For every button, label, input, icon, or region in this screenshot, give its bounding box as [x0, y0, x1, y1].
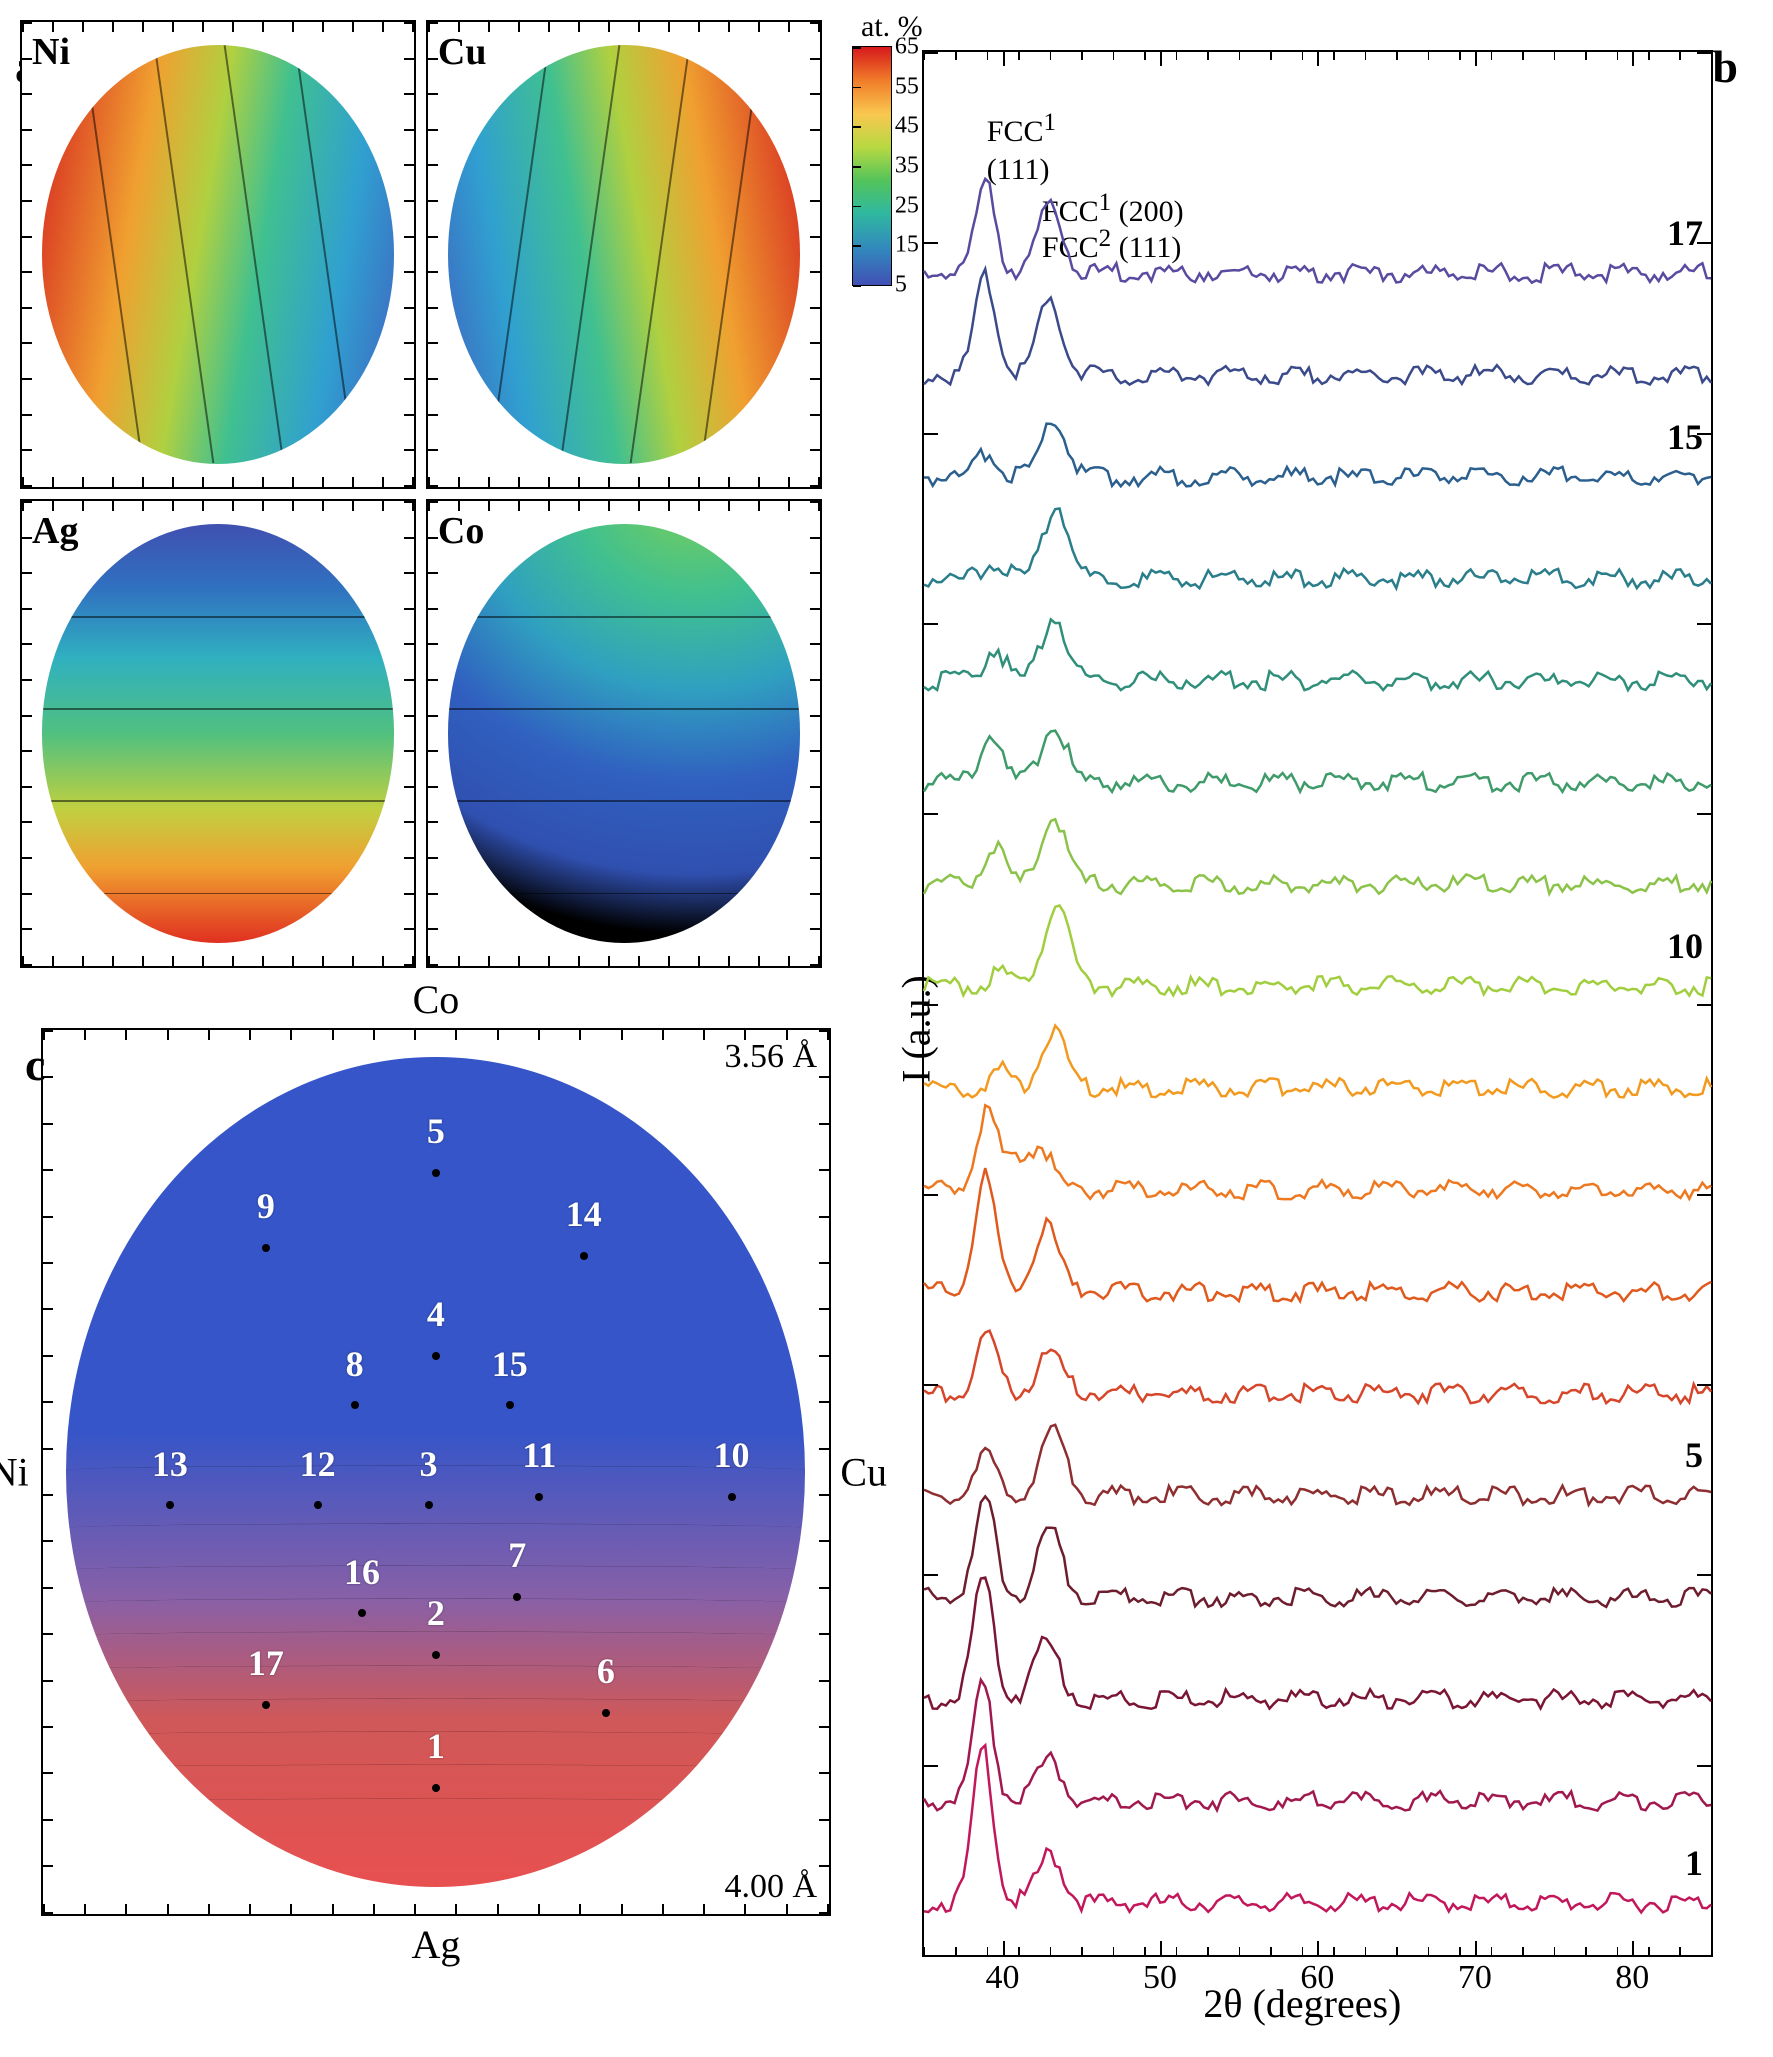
xrd-x-tick: 50	[1143, 1959, 1177, 1997]
lattice-point-label: 13	[152, 1443, 188, 1485]
composition-gradient	[42, 524, 395, 943]
lattice-point-label: 8	[346, 1343, 364, 1385]
composition-map-ag: Ag	[20, 499, 416, 968]
lattice-point-label: 10	[714, 1434, 750, 1476]
lattice-scale-bot: 4.00 Å	[724, 1868, 817, 1906]
composition-map-label: Co	[438, 509, 484, 553]
panel-a: a NiCuAgCo at. % 6555453525155	[20, 20, 852, 968]
lattice-point	[432, 1352, 440, 1360]
lattice-point	[358, 1609, 366, 1617]
lattice-point	[262, 1244, 270, 1252]
lattice-point	[602, 1709, 610, 1717]
lattice-point-label: 12	[300, 1443, 336, 1485]
xrd-trace-label: 1	[1685, 1842, 1703, 1884]
lattice-point	[314, 1501, 322, 1509]
xrd-trace-label: 15	[1667, 416, 1703, 458]
xrd-x-tick: 60	[1300, 1959, 1334, 1997]
lattice-point-label: 3	[420, 1443, 438, 1485]
lattice-point	[425, 1501, 433, 1509]
axis-label-ag: Ag	[411, 1921, 460, 1968]
lattice-point	[262, 1701, 270, 1709]
lattice-point-label: 15	[492, 1343, 528, 1385]
xrd-trace-label: 5	[1685, 1434, 1703, 1476]
lattice-point-label: 7	[508, 1534, 526, 1576]
lattice-point	[513, 1593, 521, 1601]
lattice-point-label: 16	[344, 1551, 380, 1593]
panel-label-b: b	[1712, 40, 1738, 93]
xrd-trace-label: 17	[1667, 212, 1703, 254]
lattice-point-label: 14	[566, 1193, 602, 1235]
xrd-x-tick: 80	[1615, 1959, 1649, 1997]
composition-gradient	[448, 45, 801, 463]
composition-map-ni: Ni	[20, 20, 416, 489]
lattice-point	[580, 1252, 588, 1260]
composition-map-co: Co	[426, 499, 822, 968]
left-column: a NiCuAgCo at. % 6555453525155 c Co Ag N…	[20, 20, 852, 2037]
composition-map-grid: Ni Cu Ag Co	[20, 20, 852, 968]
xrd-trace-1	[924, 52, 1711, 1955]
lattice-point-label: 9	[257, 1185, 275, 1227]
lattice-point-label: 17	[248, 1642, 284, 1684]
lattice-point	[432, 1784, 440, 1792]
panel-b: b I (a.u.) 2θ (degrees) FCC1(111)FCC1 (2…	[852, 20, 1753, 2037]
lattice-scale-top: 3.56 Å	[724, 1038, 817, 1076]
axis-label-ni: Ni	[0, 1448, 29, 1495]
composition-map-label: Ni	[32, 30, 70, 74]
panel-c: c Co Ag Ni Cu 3.56 Å 4.00 Å 123456789101…	[20, 968, 852, 2037]
lattice-point	[728, 1493, 736, 1501]
lattice-point	[432, 1651, 440, 1659]
lattice-point	[351, 1401, 359, 1409]
xrd-trace-label: 10	[1667, 925, 1703, 967]
lattice-map: 1234567891011121314151617	[66, 1057, 805, 1888]
lattice-point	[166, 1501, 174, 1509]
figure: a NiCuAgCo at. % 6555453525155 c Co Ag N…	[20, 20, 1753, 2037]
lattice-point	[432, 1169, 440, 1177]
lattice-point-label: 11	[522, 1434, 556, 1476]
lattice-point	[506, 1401, 514, 1409]
xrd-x-tick: 40	[986, 1959, 1020, 1997]
composition-map-label: Cu	[438, 30, 487, 74]
composition-gradient	[42, 45, 395, 463]
lattice-point-label: 4	[427, 1293, 445, 1335]
axis-label-co: Co	[413, 976, 460, 1023]
lattice-point	[535, 1493, 543, 1501]
lattice-point-label: 6	[597, 1650, 615, 1692]
composition-map-label: Ag	[32, 509, 78, 553]
lattice-point-label: 1	[427, 1725, 445, 1767]
lattice-map-frame: Co Ag Ni Cu 3.56 Å 4.00 Å 12345678910111…	[41, 1028, 831, 1916]
lattice-point-label: 5	[427, 1110, 445, 1152]
xrd-plot-area: FCC1(111)FCC1 (200)FCC2 (111)17151051405…	[922, 50, 1713, 1957]
composition-map-cu: Cu	[426, 20, 822, 489]
composition-gradient	[448, 524, 801, 943]
xrd-x-tick: 70	[1458, 1959, 1492, 1997]
lattice-point-label: 2	[427, 1592, 445, 1634]
